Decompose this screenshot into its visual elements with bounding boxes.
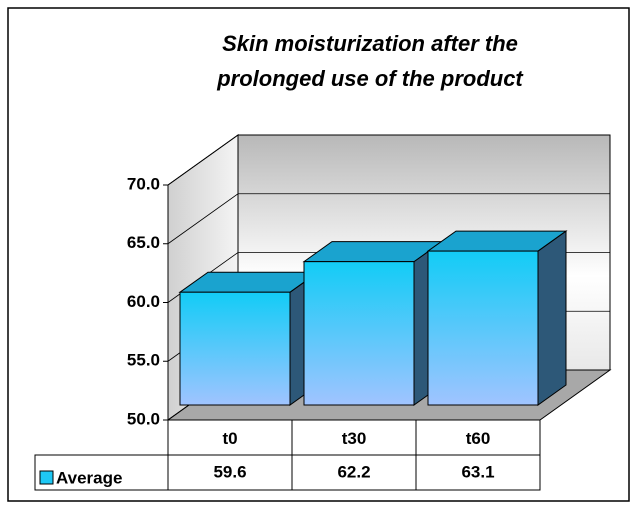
bar-side [537,230,567,406]
x-tick-label: t60 [466,429,491,448]
bar [303,261,415,406]
table-value: 63.1 [461,462,494,481]
table-cell [415,454,541,491]
chart-border [7,7,630,502]
x-tick-label: t0 [222,429,237,448]
y-tick-label: 50.0 [127,409,160,428]
y-tick-label: 55.0 [127,351,160,370]
bar [427,250,539,406]
y-tick-label: 65.0 [127,233,160,252]
chart-title: Skin moisturization after the prolonged … [217,31,523,91]
legend-key [39,470,54,485]
table-value: 59.6 [213,462,246,481]
grid-line [167,134,610,186]
x-tick-label: t30 [342,429,367,448]
table-value: 62.2 [337,462,370,481]
y-tick-label: 60.0 [127,292,160,311]
bar [179,291,291,406]
grid-line [167,193,610,245]
legend-label: Average [56,468,122,487]
y-tick-label: 70.0 [127,174,160,193]
